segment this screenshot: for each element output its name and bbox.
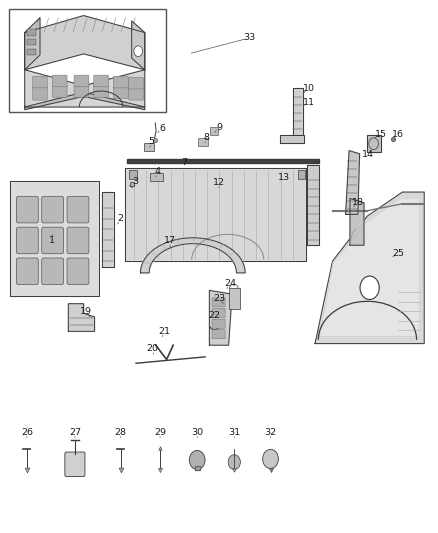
- Text: 10: 10: [303, 84, 314, 93]
- Text: 16: 16: [392, 130, 404, 139]
- FancyBboxPatch shape: [32, 87, 47, 100]
- Text: 18: 18: [352, 198, 364, 207]
- Text: 26: 26: [21, 428, 33, 437]
- Polygon shape: [132, 21, 145, 70]
- Polygon shape: [293, 88, 303, 135]
- Polygon shape: [11, 181, 99, 296]
- FancyBboxPatch shape: [16, 227, 38, 254]
- FancyBboxPatch shape: [52, 85, 67, 98]
- FancyBboxPatch shape: [130, 170, 138, 179]
- FancyBboxPatch shape: [9, 9, 166, 112]
- FancyBboxPatch shape: [42, 258, 64, 285]
- FancyBboxPatch shape: [212, 319, 225, 328]
- FancyBboxPatch shape: [198, 139, 208, 147]
- Text: 11: 11: [303, 98, 314, 107]
- Circle shape: [134, 46, 143, 56]
- Polygon shape: [141, 238, 245, 273]
- FancyBboxPatch shape: [150, 173, 163, 181]
- Polygon shape: [125, 168, 306, 261]
- Text: 22: 22: [208, 311, 221, 320]
- Circle shape: [228, 455, 240, 470]
- Text: 29: 29: [154, 428, 166, 437]
- FancyBboxPatch shape: [212, 309, 225, 318]
- FancyBboxPatch shape: [210, 127, 218, 135]
- FancyBboxPatch shape: [67, 196, 89, 223]
- Polygon shape: [346, 151, 360, 214]
- FancyBboxPatch shape: [94, 75, 109, 87]
- Text: 17: 17: [164, 237, 176, 246]
- FancyBboxPatch shape: [113, 86, 128, 99]
- FancyBboxPatch shape: [27, 29, 35, 36]
- FancyBboxPatch shape: [67, 227, 89, 254]
- Circle shape: [263, 449, 279, 469]
- Text: 31: 31: [228, 428, 240, 437]
- FancyBboxPatch shape: [94, 85, 109, 98]
- Text: 19: 19: [80, 307, 92, 316]
- Polygon shape: [315, 192, 424, 344]
- Polygon shape: [350, 198, 364, 245]
- Text: 8: 8: [203, 133, 209, 142]
- Text: 13: 13: [278, 173, 290, 182]
- FancyBboxPatch shape: [52, 75, 67, 87]
- Text: 14: 14: [361, 150, 374, 159]
- Polygon shape: [25, 92, 145, 110]
- FancyBboxPatch shape: [27, 39, 35, 45]
- FancyBboxPatch shape: [297, 170, 305, 179]
- Polygon shape: [25, 18, 40, 70]
- FancyBboxPatch shape: [27, 49, 35, 55]
- Polygon shape: [25, 70, 145, 107]
- Text: 27: 27: [69, 428, 81, 437]
- Polygon shape: [25, 15, 145, 70]
- Text: 4: 4: [154, 167, 160, 176]
- Text: 1: 1: [49, 237, 55, 246]
- Text: 28: 28: [115, 428, 127, 437]
- FancyBboxPatch shape: [144, 143, 153, 151]
- Text: 15: 15: [374, 130, 387, 139]
- FancyBboxPatch shape: [129, 87, 144, 100]
- Text: 21: 21: [159, 327, 170, 336]
- FancyBboxPatch shape: [129, 77, 144, 89]
- Text: 32: 32: [265, 428, 276, 437]
- Text: 24: 24: [224, 279, 236, 288]
- Text: 2: 2: [118, 214, 124, 223]
- FancyBboxPatch shape: [212, 298, 225, 307]
- FancyBboxPatch shape: [67, 258, 89, 285]
- FancyBboxPatch shape: [32, 76, 47, 88]
- Text: 9: 9: [216, 123, 222, 132]
- Text: 30: 30: [191, 428, 203, 437]
- FancyBboxPatch shape: [65, 452, 85, 477]
- Text: 12: 12: [213, 178, 225, 187]
- FancyBboxPatch shape: [113, 76, 128, 88]
- FancyBboxPatch shape: [229, 288, 240, 309]
- Text: 6: 6: [159, 124, 165, 133]
- Text: 20: 20: [147, 344, 159, 353]
- Text: 23: 23: [213, 294, 225, 303]
- Text: 5: 5: [148, 137, 154, 146]
- FancyBboxPatch shape: [16, 196, 38, 223]
- Text: 33: 33: [244, 34, 256, 43]
- Polygon shape: [68, 304, 95, 332]
- FancyBboxPatch shape: [74, 85, 89, 98]
- Text: 25: 25: [392, 249, 404, 258]
- Polygon shape: [319, 198, 420, 337]
- Polygon shape: [102, 192, 114, 266]
- Polygon shape: [367, 135, 381, 152]
- Text: 3: 3: [132, 177, 138, 186]
- FancyBboxPatch shape: [16, 258, 38, 285]
- Polygon shape: [127, 159, 319, 164]
- Text: 7: 7: [181, 158, 187, 167]
- Polygon shape: [280, 135, 304, 143]
- Polygon shape: [307, 165, 319, 245]
- FancyBboxPatch shape: [74, 75, 89, 87]
- Polygon shape: [209, 290, 232, 345]
- FancyBboxPatch shape: [212, 330, 225, 339]
- Circle shape: [189, 450, 205, 470]
- Polygon shape: [194, 466, 200, 470]
- FancyBboxPatch shape: [42, 227, 64, 254]
- Circle shape: [360, 276, 379, 300]
- FancyBboxPatch shape: [42, 196, 64, 223]
